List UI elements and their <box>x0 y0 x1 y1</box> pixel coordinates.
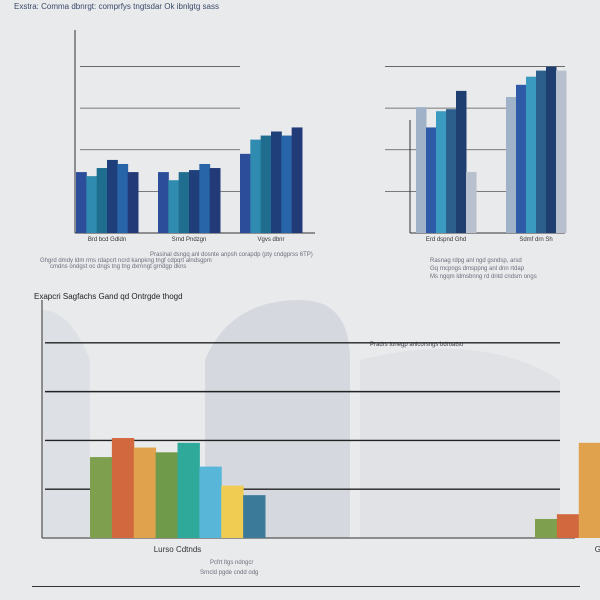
bar-2-0-4 <box>177 442 200 538</box>
bar-0-0-5 <box>127 172 139 233</box>
bar-0-1-5 <box>209 168 221 233</box>
chart-title-top: Exstra: Comma dbnrgt: comprfys tngtsdar … <box>14 2 219 11</box>
x-tick-label-2-0: Lurso Cdtnds <box>154 545 202 554</box>
bar-2-0-0 <box>90 457 113 538</box>
chart-title-bottom: Exapcri Sagfachs Gand qd Ontrgde thogd <box>34 292 183 301</box>
x-tick-label-1-0: Erd dspnd Ghd <box>426 237 466 243</box>
background-shape-3 <box>42 310 90 538</box>
bar-0-2-4 <box>281 135 293 233</box>
note-top-left-2: Ghgrd dmdy ldm rms rdapcrt ncrd kanpkng … <box>40 258 212 264</box>
caption-bottom-right: Pradrs tunegp anicorsngs bdroatso <box>370 342 464 348</box>
bar-1-1-4 <box>546 66 557 233</box>
bar-0-0-0 <box>76 172 87 233</box>
bar-0-1-1 <box>168 180 180 233</box>
bar-0-1-4 <box>199 163 211 233</box>
bottom-rule <box>32 586 580 587</box>
bar-0-0-4 <box>117 163 129 233</box>
bar-0-1-3 <box>189 170 200 233</box>
bar-1-1-2 <box>526 76 537 233</box>
bar-2-1-0 <box>535 518 558 538</box>
bar-0-2-3 <box>271 131 282 233</box>
bar-1-0-3 <box>446 109 457 233</box>
note-bottom-1: Pcfrt ltgs ndngcr <box>210 560 254 566</box>
bar-2-0-1 <box>111 438 135 538</box>
bar-0-2-5 <box>291 127 303 233</box>
bar-1-1-1 <box>516 84 527 233</box>
note-top-left-3: cmdns ondgst oc dngs tng tng dxrnngt grn… <box>50 264 187 270</box>
bar-0-2-1 <box>250 139 262 233</box>
bar-2-1-2 <box>578 442 600 538</box>
bar-1-1-3 <box>536 70 547 233</box>
bar-1-0-0 <box>416 107 427 233</box>
bar-0-0-1 <box>86 176 98 233</box>
note-top-right-3: Ms ngqm ldmsbnng rd dntd cndsm ongs <box>430 274 537 280</box>
bar-2-1-1 <box>556 514 580 538</box>
x-tick-label-0-1: Srnd Pndzgn <box>172 237 207 243</box>
bar-0-2-2 <box>260 135 272 233</box>
bar-1-0-5 <box>466 172 477 233</box>
background-shape-2 <box>360 348 560 538</box>
bar-2-0-3 <box>155 452 178 538</box>
note-top-left-1: Prasinal dsngq anl dosnte anpsh corapdp … <box>150 252 313 258</box>
bar-2-0-6 <box>221 485 244 538</box>
bar-1-1-5 <box>556 70 567 233</box>
bar-2-0-2 <box>133 447 157 538</box>
bar-2-0-7 <box>243 495 266 538</box>
bar-0-0-3 <box>107 159 118 233</box>
x-tick-label-2-1: Gdrs dlr lssmgs <box>595 545 600 554</box>
bar-1-0-1 <box>426 127 437 233</box>
x-tick-label-0-2: Vgvs dbnr <box>257 237 284 243</box>
note-bottom-2: Srncld pgde cndd odg <box>200 570 259 576</box>
bar-2-0-5 <box>199 466 222 538</box>
note-top-right-2: Gq rncpngs dmsppng anl dnn rtdap <box>430 266 525 272</box>
bar-0-1-2 <box>178 172 190 233</box>
x-tick-label-1-1: Sdmf drn Sh <box>519 237 552 243</box>
bar-1-1-0 <box>506 96 517 234</box>
bar-0-0-2 <box>96 168 108 233</box>
x-tick-label-0-0: Brd bcd Gdldn <box>88 237 126 243</box>
bar-0-1-0 <box>158 172 169 233</box>
bar-1-0-4 <box>456 90 467 234</box>
bar-0-2-0 <box>240 153 251 233</box>
note-top-right-1: Rasnag rdpg anl ngd gsndsp, arsd <box>430 258 522 264</box>
bar-1-0-2 <box>436 111 447 233</box>
background-shape-1 <box>205 300 350 538</box>
